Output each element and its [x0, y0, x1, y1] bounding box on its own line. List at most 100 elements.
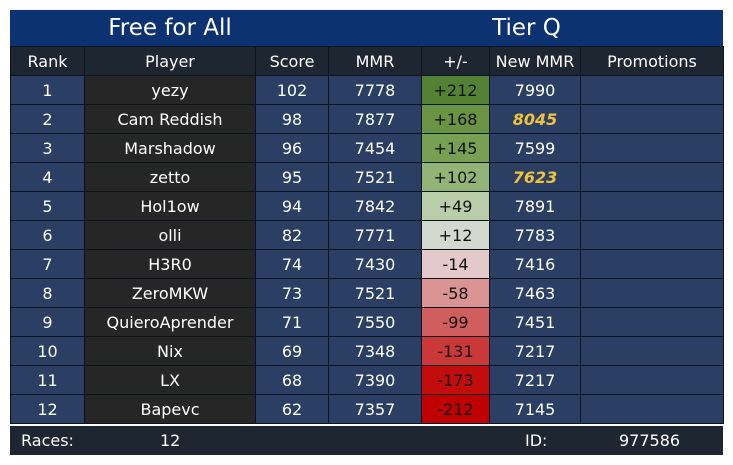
- player-cell: LX: [84, 365, 256, 395]
- score-cell: 74: [255, 249, 329, 279]
- player-cell: zetto: [84, 162, 256, 192]
- player-cell: Bapevc: [84, 394, 256, 424]
- delta-cell: -14: [421, 249, 490, 279]
- id-value: 977586: [619, 431, 681, 450]
- mmr-cell: 7521: [328, 278, 422, 308]
- mmr-cell: 7771: [328, 220, 422, 250]
- mmr-cell: 7842: [328, 191, 422, 221]
- mmr-cell: 7357: [328, 394, 422, 424]
- new-mmr-cell: 7217: [489, 336, 581, 366]
- column-header-promotions: Promotions: [580, 46, 724, 76]
- player-cell: QuieroAprender: [84, 307, 256, 337]
- id-label: ID:: [525, 431, 548, 450]
- delta-cell: -131: [421, 336, 490, 366]
- table-row: 3 Marshadow 96 7454 +145 7599: [10, 133, 724, 163]
- mmr-cell: 7430: [328, 249, 422, 279]
- promotion-cell: [580, 365, 724, 395]
- rank-cell: 8: [10, 278, 85, 308]
- promotion-cell: [580, 75, 724, 105]
- delta-cell: -173: [421, 365, 490, 395]
- score-cell: 62: [255, 394, 329, 424]
- table-row: 4 zetto 95 7521 +102 7623: [10, 162, 724, 192]
- races-label: Races:: [21, 431, 74, 450]
- table-row: 12 Bapevc 62 7357 -212 7145: [10, 394, 724, 424]
- new-mmr-cell: 8045: [489, 104, 581, 134]
- promotion-cell: [580, 191, 724, 221]
- player-cell: Cam Reddish: [84, 104, 256, 134]
- delta-cell: +168: [421, 104, 490, 134]
- new-mmr-cell: 7217: [489, 365, 581, 395]
- promotion-cell: [580, 336, 724, 366]
- table-row: 11 LX 68 7390 -173 7217: [10, 365, 724, 395]
- rank-cell: 11: [10, 365, 85, 395]
- score-cell: 69: [255, 336, 329, 366]
- promotion-cell: [580, 133, 724, 163]
- column-header-player: Player: [84, 46, 256, 76]
- new-mmr-cell: 7416: [489, 249, 581, 279]
- player-cell: Hol1ow: [84, 191, 256, 221]
- rank-cell: 12: [10, 394, 85, 424]
- rank-cell: 6: [10, 220, 85, 250]
- score-cell: 96: [255, 133, 329, 163]
- table-row: 9 QuieroAprender 71 7550 -99 7451: [10, 307, 724, 337]
- score-cell: 102: [255, 75, 329, 105]
- mmr-cell: 7877: [328, 104, 422, 134]
- delta-cell: +12: [421, 220, 490, 250]
- column-header-delta: +/-: [421, 46, 490, 76]
- mmr-cell: 7778: [328, 75, 422, 105]
- promotion-cell: [580, 394, 724, 424]
- score-cell: 71: [255, 307, 329, 337]
- rank-cell: 9: [10, 307, 85, 337]
- mode-title: Free for All: [10, 10, 330, 46]
- score-cell: 68: [255, 365, 329, 395]
- rank-cell: 4: [10, 162, 85, 192]
- mmr-table-board: Free for All Tier Q Rank Player Score MM…: [10, 10, 724, 455]
- new-mmr-cell: 7783: [489, 220, 581, 250]
- score-cell: 94: [255, 191, 329, 221]
- new-mmr-cell: 7623: [489, 162, 581, 192]
- column-header-mmr: MMR: [328, 46, 422, 76]
- delta-cell: -99: [421, 307, 490, 337]
- mmr-cell: 7550: [328, 307, 422, 337]
- promotion-cell: [580, 307, 724, 337]
- table-row: 6 olli 82 7771 +12 7783: [10, 220, 724, 250]
- delta-cell: +212: [421, 75, 490, 105]
- delta-cell: +49: [421, 191, 490, 221]
- score-cell: 95: [255, 162, 329, 192]
- promotion-cell: [580, 104, 724, 134]
- new-mmr-cell: 7463: [489, 278, 581, 308]
- column-header-new-mmr: New MMR: [489, 46, 581, 76]
- player-cell: H3R0: [84, 249, 256, 279]
- races-value: 12: [160, 431, 181, 450]
- table-row: 1 yezy 102 7778 +212 7990: [10, 75, 724, 105]
- score-cell: 73: [255, 278, 329, 308]
- player-cell: yezy: [84, 75, 256, 105]
- delta-cell: -212: [421, 394, 490, 424]
- promotion-cell: [580, 278, 724, 308]
- mmr-cell: 7454: [328, 133, 422, 163]
- table-row: 8 ZeroMKW 73 7521 -58 7463: [10, 278, 724, 308]
- rank-cell: 5: [10, 191, 85, 221]
- promotion-cell: [580, 249, 724, 279]
- tier-title: Tier Q: [330, 10, 723, 46]
- rank-cell: 3: [10, 133, 85, 163]
- promotion-cell: [580, 220, 724, 250]
- rank-cell: 7: [10, 249, 85, 279]
- player-cell: olli: [84, 220, 256, 250]
- delta-cell: +102: [421, 162, 490, 192]
- table-row: 10 Nix 69 7348 -131 7217: [10, 336, 724, 366]
- mmr-cell: 7348: [328, 336, 422, 366]
- player-cell: ZeroMKW: [84, 278, 256, 308]
- score-cell: 98: [255, 104, 329, 134]
- column-header-rank: Rank: [10, 46, 85, 76]
- new-mmr-cell: 7599: [489, 133, 581, 163]
- table-row: 5 Hol1ow 94 7842 +49 7891: [10, 191, 724, 221]
- footer-bar: Races: 12 ID: 977586: [10, 426, 723, 455]
- rank-cell: 10: [10, 336, 85, 366]
- new-mmr-cell: 7891: [489, 191, 581, 221]
- table-row: 7 H3R0 74 7430 -14 7416: [10, 249, 724, 279]
- mmr-cell: 7390: [328, 365, 422, 395]
- column-header-row: Rank Player Score MMR +/- New MMR Promot…: [10, 46, 724, 76]
- player-cell: Marshadow: [84, 133, 256, 163]
- score-cell: 82: [255, 220, 329, 250]
